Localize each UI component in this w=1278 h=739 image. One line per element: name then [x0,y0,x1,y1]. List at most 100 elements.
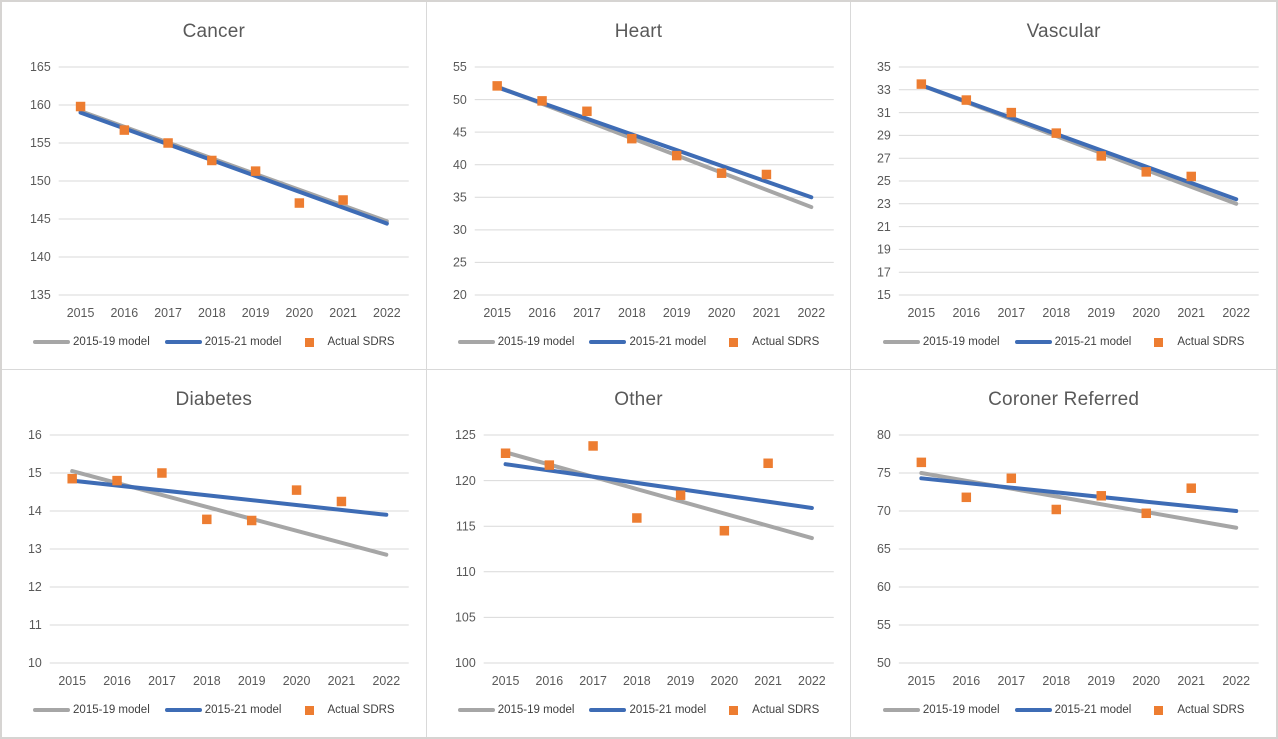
actual-sdrs-marker [492,81,502,91]
legend-item-2015-19-model: 2015-19 model [33,336,150,348]
2015-19-model-trend-line [503,449,814,540]
y-axis-tick-label: 80 [877,428,891,442]
x-axis-tick-label: 2022 [1223,673,1251,687]
x-axis-tick-label: 2015 [908,673,936,687]
gray-line-swatch [457,708,495,713]
y-axis-tick-label: 50 [453,93,467,107]
x-axis-tick-label: 2017 [573,306,601,320]
legend-label: Actual SDRS [327,704,395,717]
chart-legend: 2015-19 model 2015-21 model Actual SDRS [427,694,851,738]
legend-label: 2015-21 model [1054,336,1132,349]
chart-legend: 2015-19 model 2015-21 model Actual SDRS [427,326,851,369]
chart-panel-other: Other 100 105 110 115 120 125 2015 2016 2017 2018… [426,369,852,738]
actual-sdrs-marker [961,95,972,105]
y-axis-tick-label: 31 [877,106,891,120]
legend-label: 2015-21 model [204,704,282,717]
2015-21-model-trend-line [503,461,814,510]
y-axis-tick-label: 165 [30,60,51,74]
x-axis-tick-label: 2019 [663,306,691,320]
x-axis-tick-label: 2018 [1043,306,1071,320]
actual-sdrs-marker [631,512,642,523]
y-axis-tick-label: 100 [455,656,476,670]
y-axis-tick-label: 115 [456,519,476,533]
y-axis-tick-label: 140 [30,250,51,264]
y-axis-tick-label: 120 [455,473,476,487]
x-axis-tick-label: 2021 [1178,306,1206,320]
blue-line-swatch [589,340,627,345]
chart-legend: 2015-19 model 2015-21 model Actual SDRS [851,694,1276,738]
actual-sdrs-marker [336,496,347,506]
legend-item-actual-sdrs: Actual SDRS [729,704,819,716]
y-axis-tick-label: 160 [30,98,51,112]
x-axis-tick-label: 2021 [754,673,782,687]
chart-canvas: 15 17 19 21 23 25 27 29 31 33 35 2015 2016 2017 2018 20… [877,60,1260,320]
gray-line-swatch [882,708,920,713]
actual-sdrs-marker [246,515,257,525]
actual-sdrs-marker [716,168,726,178]
legend-label: 2015-19 model [73,704,150,717]
actual-sdrs-marker [675,489,685,500]
x-axis-tick-label: 2018 [198,306,226,320]
y-axis-tick-label: 15 [28,466,42,480]
legend-item-2015-21-model: 2015-21 model [164,336,282,349]
blue-line-swatch [1014,708,1052,713]
x-axis-tick-label: 2022 [797,306,825,320]
y-axis-tick-label: 12 [28,580,42,594]
actual-sdrs-marker [626,133,637,144]
y-axis-tick-label: 70 [877,504,891,518]
x-axis-tick-label: 2022 [1223,306,1251,320]
actual-sdrs-marker [588,440,598,451]
x-axis-tick-label: 2015 [67,306,95,320]
chart-panel-heart: Heart 20 25 30 35 40 45 50 55 2015 2016 2017 2018 20… [426,2,852,370]
y-axis-tick-label: 60 [877,580,891,594]
x-axis-tick-label: 2020 [283,673,311,687]
chart-legend: 2015-19 model 2015-21 model Actual SDRS [2,694,426,738]
orange-square-swatch [304,705,314,715]
x-axis-tick-label: 2019 [238,673,266,687]
actual-sdrs-marker [75,101,86,112]
y-axis-tick-label: 40 [453,158,467,172]
x-axis-tick-label: 2016 [535,673,563,687]
chart-title: Coroner Referred [988,388,1140,410]
orange-square-swatch [304,337,314,347]
2015-21-model-trend-line [70,478,389,517]
y-axis-tick-label: 10 [28,656,42,670]
chart-title: Cancer [182,21,246,42]
x-axis-tick-label: 2020 [710,673,738,687]
y-axis-tick-label: 75 [877,466,891,480]
x-axis-tick-label: 2018 [618,306,646,320]
y-axis-tick-label: 65 [877,542,891,556]
y-axis-tick-label: 145 [30,212,51,226]
legend-item-2015-21-model: 2015-21 model [589,336,706,348]
x-axis-tick-label: 2015 [58,673,86,687]
actual-sdrs-marker [157,467,167,478]
x-axis-tick-label: 2015 [491,673,519,687]
y-axis-tick-label: 23 [877,197,891,211]
gray-line-swatch [882,340,920,345]
x-axis-tick-label: 2019 [1088,306,1116,320]
legend-label: Actual SDRS [752,336,820,349]
legend-label: Actual SDRS [1177,336,1245,349]
y-axis-tick-label: 29 [877,129,891,143]
chart-title: Heart [614,21,663,42]
y-axis-tick-label: 55 [877,618,891,632]
x-axis-tick-label: 2016 [528,306,556,320]
actual-sdrs-marker [112,475,122,485]
x-axis-tick-label: 2018 [193,673,221,687]
y-axis-tick-label: 125 [455,428,476,442]
x-axis-tick-label: 2020 [1133,673,1161,687]
x-axis-tick-label: 2020 [286,306,314,320]
actual-sdrs-marker [1141,508,1152,518]
gray-line-swatch [33,340,71,345]
y-axis-tick-label: 135 [30,288,51,302]
y-axis-tick-label: 110 [456,564,476,578]
chart-title: Diabetes [175,388,253,410]
legend-item-actual-sdrs: Actual SDRS [304,704,395,717]
x-axis-tick-label: 2017 [998,673,1026,687]
y-axis-tick-label: 105 [455,610,476,624]
actual-sdrs-marker [163,138,173,148]
x-axis-tick-label: 2017 [998,306,1026,320]
legend-label: Actual SDRS [752,704,820,717]
legend-label: 2015-21 model [204,336,282,349]
2015-21-model-trend-line [494,85,813,200]
